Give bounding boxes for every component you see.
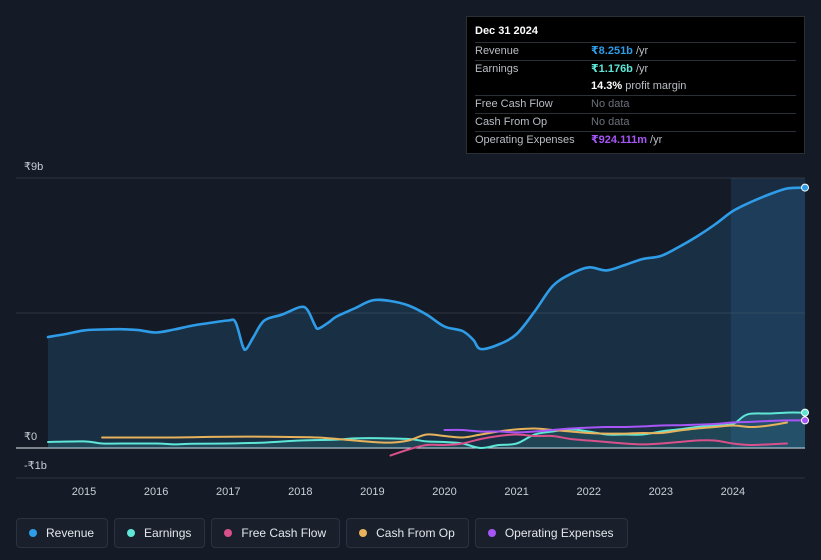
tooltip-unit: /yr [646,134,663,146]
tooltip-value: ₹1.176b [591,63,633,75]
series-line-earnings [47,411,806,450]
chart-legend: Revenue Earnings Free Cash Flow Cash Fro… [16,518,628,548]
series-fill-earnings [48,412,805,449]
x-tick-label: 2021 [504,486,528,498]
legend-item-free-cash-flow[interactable]: Free Cash Flow [211,518,341,548]
legend-dot-icon [127,529,136,537]
tooltip-unit: /yr [632,45,649,57]
endpoint-marker-operating-expenses [801,416,809,425]
legend-item-revenue[interactable]: Revenue [16,518,109,548]
tooltip-row-earnings: Earnings ₹1.176b /yr [475,60,796,78]
series-line-revenue [46,186,807,352]
tooltip-row-operating-expenses: Operating Expenses ₹924.111m /yr [475,131,796,149]
series-line-operating-expenses [443,419,806,434]
series-lines [46,186,807,457]
tooltip-label: Cash From Op [475,116,548,128]
x-tick-label: 2024 [721,486,745,498]
x-tick-label: 2020 [432,486,456,498]
tooltip-label: Revenue [475,45,520,57]
x-tick-label: 2022 [576,486,600,498]
x-tick-label: 2017 [216,486,240,498]
tooltip-date: Dec 31 2024 [475,25,538,37]
series-line-free-cash-flow [389,433,788,457]
y-axis-labels: ₹9b ₹0 -₹1b [24,161,47,472]
tooltip-row-cash-from-op: Cash From Op No data [475,113,796,131]
legend-item-earnings[interactable]: Earnings [114,518,206,548]
tooltip-row-revenue: Revenue ₹8.251b /yr [475,42,796,60]
tooltip-label: Operating Expenses [475,134,575,146]
tooltip-value: 14.3% [591,80,623,92]
tooltip-row-free-cash-flow: Free Cash Flow No data [475,95,796,113]
series-endpoints [801,183,809,425]
x-tick-label: 2019 [360,486,384,498]
legend-dot-icon [29,529,37,537]
tooltip-row-profit-margin: 14.3% profit margin [475,78,796,95]
data-tooltip: Dec 31 2024 Revenue ₹8.251b /yr Earnings… [466,16,805,154]
x-tick-label: 2015 [72,486,96,498]
legend-label: Operating Expenses [504,526,614,540]
x-tick-label: 2018 [288,486,312,498]
legend-item-operating-expenses[interactable]: Operating Expenses [474,518,628,548]
y-tick-label: ₹0 [24,431,37,443]
endpoint-marker-revenue [801,183,809,192]
tooltip-value: ₹8.251b [591,45,633,57]
legend-item-cash-from-op[interactable]: Cash From Op [346,518,469,548]
tooltip-value: No data [591,116,630,128]
x-tick-label: 2016 [144,486,168,498]
tooltip-label: Earnings [475,63,519,75]
legend-label: Earnings [144,526,192,540]
tooltip-label [475,78,591,95]
legend-dot-icon [224,529,233,537]
tooltip-value: ₹924.111m [591,134,647,146]
legend-label: Cash From Op [376,526,455,540]
x-axis-labels: 2015 2016 2017 2018 2019 2020 2021 2022 2023 2024 [72,486,745,498]
y-tick-label: -₹1b [24,460,47,472]
tooltip-unit: profit margin [622,80,687,92]
legend-dot-icon [487,529,496,537]
y-tick-label: ₹9b [24,161,43,173]
series-line-cash-from-op [101,421,788,444]
x-tick-label: 2023 [649,486,673,498]
legend-label: Revenue [46,526,95,540]
legend-label: Free Cash Flow [241,526,327,540]
tooltip-unit: /yr [632,63,649,75]
tooltip-value: No data [591,98,630,110]
series-fills [48,187,805,449]
endpoint-marker-earnings [801,408,809,417]
series-fill-revenue [48,187,805,448]
tooltip-label: Free Cash Flow [475,98,553,110]
legend-dot-icon [359,529,368,537]
